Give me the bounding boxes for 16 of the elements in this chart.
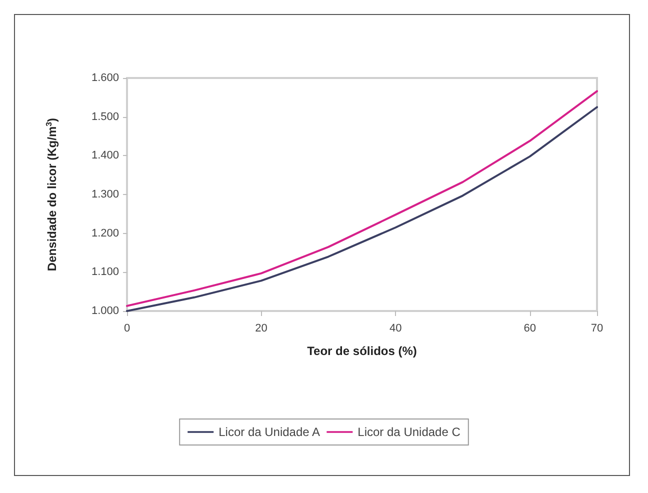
y-tick-label: 1.200 — [91, 227, 119, 240]
x-tick-label: 20 — [255, 322, 268, 334]
y-tick-label: 1.600 — [91, 72, 119, 84]
x-tick-label: 40 — [389, 322, 402, 334]
y-tick-label: 1.100 — [91, 266, 119, 278]
legend-label: Licor da Unidade C — [358, 425, 461, 439]
y-tick-label: 1.400 — [91, 150, 119, 162]
legend-label: Licor da Unidade A — [218, 425, 320, 439]
x-axis-title: Teor de sólidos (%) — [307, 344, 417, 358]
y-tick-label: 1.500 — [91, 110, 119, 123]
y-tick-label: 1.000 — [91, 305, 119, 317]
y-axis-title: Densidade do licor (Kg/m3) — [44, 118, 59, 272]
x-tick-label: 0 — [124, 322, 130, 334]
x-tick-label: 60 — [524, 322, 536, 334]
y-tick-label: 1.300 — [91, 188, 119, 200]
x-tick-label: 70 — [590, 322, 604, 334]
